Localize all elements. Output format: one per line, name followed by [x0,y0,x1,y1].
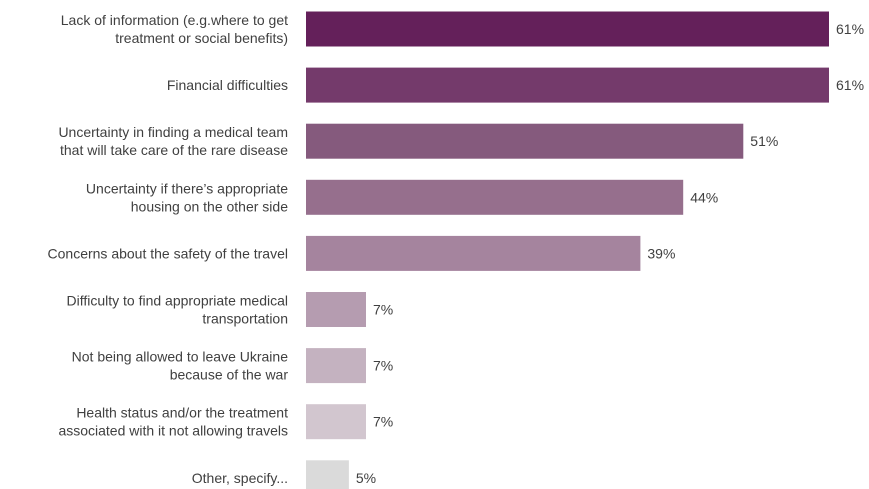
bar-1 [306,11,829,47]
category-label-1-line-1: Lack of information (e.g.where to get [61,12,288,28]
bar-8 [306,404,366,440]
bar-3 [306,123,744,159]
category-label-6-line-2: transportation [202,311,288,327]
value-label-3: 51% [750,133,778,149]
category-label-6-line-1: Difficulty to find appropriate medical [66,293,288,309]
category-label-8-line-1: Health status and/or the treatment [76,405,288,421]
bar-9 [306,460,349,489]
category-label-7-line-2: because of the war [170,367,289,383]
category-label-7-line-1: Not being allowed to leave Ukraine [72,349,289,365]
value-label-9: 5% [356,470,376,486]
value-label-7: 7% [373,358,393,374]
category-label-2: Financial difficulties [167,77,288,93]
bar-7 [306,348,366,384]
bar-4 [306,179,684,215]
bar-5 [306,235,641,271]
value-label-4: 44% [690,189,718,205]
category-label-1-line-2: treatment or social benefits) [115,30,288,46]
value-label-5: 39% [647,245,675,261]
value-label-8: 7% [373,414,393,430]
value-label-1: 61% [836,21,864,37]
category-label-3-line-2: that will take care of the rare disease [60,142,288,158]
value-label-6: 7% [373,302,393,318]
bar-2 [306,67,829,103]
category-label-4-line-1: Uncertainty if there’s appropriate [86,180,288,196]
category-label-3-line-1: Uncertainty in finding a medical team [58,124,288,140]
category-label-5: Concerns about the safety of the travel [48,245,288,261]
value-label-2: 61% [836,77,864,93]
category-label-9: Other, specify... [192,470,288,486]
bar-6 [306,292,366,327]
category-label-8-line-2: associated with it not allowing travels [58,423,288,439]
category-label-4-line-2: housing on the other side [131,198,288,214]
